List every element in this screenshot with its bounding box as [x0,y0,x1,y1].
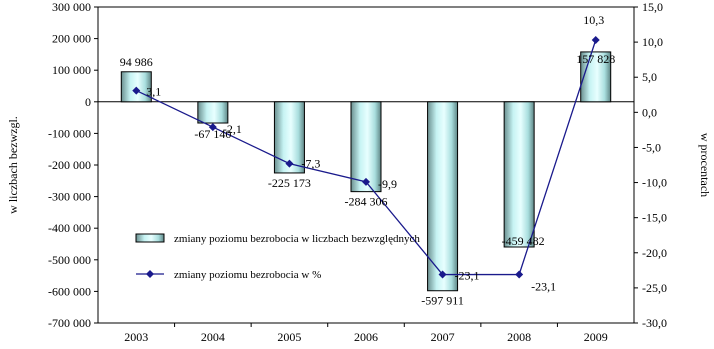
line-series [132,36,600,279]
bar-2007 [427,101,459,292]
x-tick-label: 2007 [431,330,455,344]
legend-bar-swatch [135,233,165,243]
x-tick-label: 2003 [124,330,148,344]
percent-point-2005 [285,159,294,168]
axes: 300 000 200 000 100 000 0 -100 000 -200 000 -3… [6,0,712,344]
left-tick-label: -500 000 [48,253,91,267]
bar-2004 [197,101,229,124]
bar-value-label: -284 306 [345,195,388,209]
bar-2008 [503,101,535,248]
percent-value-label: -23,1 [531,280,556,294]
left-tick-label: 100 000 [52,63,91,77]
right-tick-label: -5,0 [642,140,661,154]
right-tick-label: 5,0 [642,70,657,84]
left-tick-label: 200 000 [52,32,91,46]
percent-point-2008 [515,270,524,279]
bar-value-label: -459 482 [502,234,545,248]
x-tick-label: 2004 [201,330,225,344]
x-tick-label: 2005 [277,330,301,344]
left-tick-label: -400 000 [48,221,91,235]
bar-value-label: 157 828 [576,52,615,66]
right-tick-label: -20,0 [642,246,667,260]
percent-value-label: -9,9 [378,177,397,191]
percent-value-label: -23,1 [455,269,480,283]
x-tick-label: 2008 [507,330,531,344]
right-tick-label: -15,0 [642,211,667,225]
percent-value-label: -2,1 [223,122,242,136]
percent-value-label: 3,1 [146,85,161,99]
legend-bar-label: zmiany poziomu bezrobocia w liczbach bez… [174,233,420,245]
right-tick-label: -25,0 [642,281,667,295]
right-tick-label: -10,0 [642,176,667,190]
left-tick-label: -200 000 [48,158,91,172]
left-axis-title: w liczbach bezwzgl. [6,116,20,214]
data-labels: 94 986 -67 140 -225 173 -284 306 -597 911 -45… [120,13,615,308]
left-tick-label: -300 000 [48,190,91,204]
legend-line-label: zmiany poziomu bezrobocia w % [174,269,321,281]
left-tick-label: 300 000 [52,0,91,14]
percent-point-2006 [362,177,370,186]
left-tick-label: -100 000 [48,126,91,140]
percent-value-label: 10,3 [583,13,604,27]
left-tick-label: -600 000 [48,284,91,298]
bar-series [120,51,612,292]
right-axis-title: w procentach [698,133,712,197]
bar-value-label: -597 911 [421,294,464,308]
left-tick-label: 0 [85,95,91,109]
legend-line-marker [146,270,154,278]
right-tick-label: 10,0 [642,35,663,49]
percent-value-label: -7,3 [301,157,320,171]
right-tick-label: 0,0 [642,105,657,119]
bar-2006 [350,101,382,193]
bar-value-label: 94 986 [120,55,153,69]
percent-point-2007 [438,270,447,279]
percent-point-2009 [591,36,600,45]
percent-point-2004 [208,123,217,132]
right-tick-label: -30,0 [642,316,667,330]
legend: zmiany poziomu bezrobocia w liczbach bez… [135,233,420,281]
bar-value-label: -67 140 [194,127,231,141]
bar-value-label: -225 173 [268,176,311,190]
left-tick-label: -700 000 [48,316,91,330]
x-tick-label: 2009 [584,330,608,344]
bar-2009 [580,51,612,103]
x-tick-label: 2006 [354,330,378,344]
percent-point-2003 [132,86,141,95]
right-tick-label: 15,0 [642,0,663,14]
